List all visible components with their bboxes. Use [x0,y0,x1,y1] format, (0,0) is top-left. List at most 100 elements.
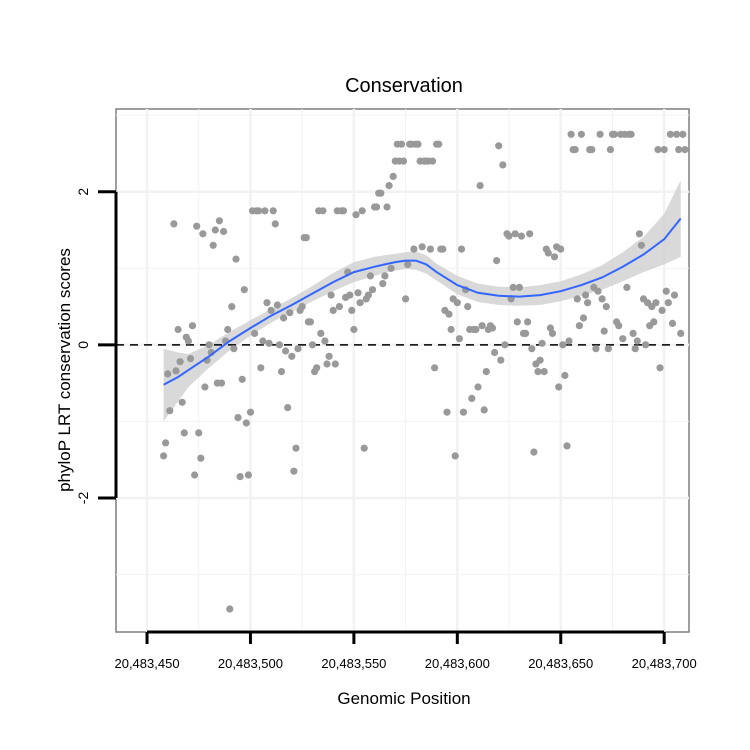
data-point [325,352,333,360]
data-point [610,130,619,138]
data-point [654,146,662,154]
data-point [308,341,317,349]
data-point [602,303,610,311]
data-point [472,325,480,334]
y-tick-label: 2 [75,188,91,196]
data-point [534,368,542,376]
data-point [298,303,306,311]
data-point [509,283,517,291]
plot-panel [115,108,690,633]
data-point [232,255,240,263]
data-point [478,322,486,330]
data-point [559,341,567,349]
data-point [385,182,393,190]
data-point [565,337,573,345]
data-point [623,283,631,291]
data-point [366,272,374,280]
data-point [414,140,422,148]
data-point [321,337,329,345]
data-point [226,605,234,613]
data-point [439,245,447,253]
y-axis-title: phyloP LRT conservation scores [55,248,74,492]
data-point [662,287,670,295]
data-point [383,203,391,211]
data-point [410,245,418,253]
data-point [236,473,244,481]
data-point [377,189,385,197]
data-point [164,370,172,378]
data-point [273,301,281,309]
data-point [660,146,668,154]
data-point [327,291,335,299]
data-point [606,146,615,154]
data-point [675,146,683,154]
data-point [619,335,627,343]
data-point [600,327,608,335]
data-point [294,345,302,353]
data-point [331,360,339,368]
data-point [435,140,443,148]
data-point [348,306,356,314]
data-point [339,207,348,215]
data-point [217,379,226,387]
x-tick-label: 20,483,600 [425,656,490,671]
data-point [201,383,209,391]
data-point [360,444,368,452]
data-point [246,408,255,416]
data-point [493,257,501,265]
data-point [238,375,246,383]
data-point [561,371,569,380]
data-point [445,310,453,318]
data-point [242,419,250,427]
data-point [501,341,509,349]
data-point [635,230,644,238]
data-point [447,325,455,334]
data-point [269,207,277,215]
data-point [350,325,358,334]
data-point [594,287,602,295]
data-point [162,439,170,447]
data-point [548,329,557,337]
data-point [567,130,575,138]
data-point [426,245,434,253]
data-point [404,260,412,268]
data-point [629,329,637,337]
chart-title: Conservation [345,75,463,97]
data-point [459,408,468,416]
data-point [540,368,548,376]
x-tick-label: 20,483,500 [218,656,283,671]
data-point [511,230,519,238]
data-point [170,220,178,228]
data-point [402,295,410,303]
data-point [271,220,279,228]
data-point [443,408,451,416]
data-point [176,358,184,366]
data-point [497,356,505,364]
data-point [536,356,544,364]
data-point [251,329,259,337]
data-point [631,345,639,353]
data-point [284,404,292,412]
data-point [220,227,228,236]
x-axis-title: Genomic Position [337,689,470,708]
data-point [329,306,337,314]
data-point [267,306,275,314]
data-point [666,130,675,138]
data-point [464,303,472,311]
data-point [166,407,174,415]
data-point [431,364,439,372]
data-point [257,364,265,372]
data-point [188,322,197,330]
data-point [677,329,685,337]
data-point [306,318,314,326]
data-point [224,325,232,334]
data-point [180,429,188,437]
data-point [265,339,273,347]
data-point [476,182,484,190]
y-tick-label: 0 [75,341,91,349]
data-point [364,291,372,299]
data-point [573,295,581,303]
data-point [259,337,267,345]
x-tick-label: 20,483,450 [114,656,179,671]
